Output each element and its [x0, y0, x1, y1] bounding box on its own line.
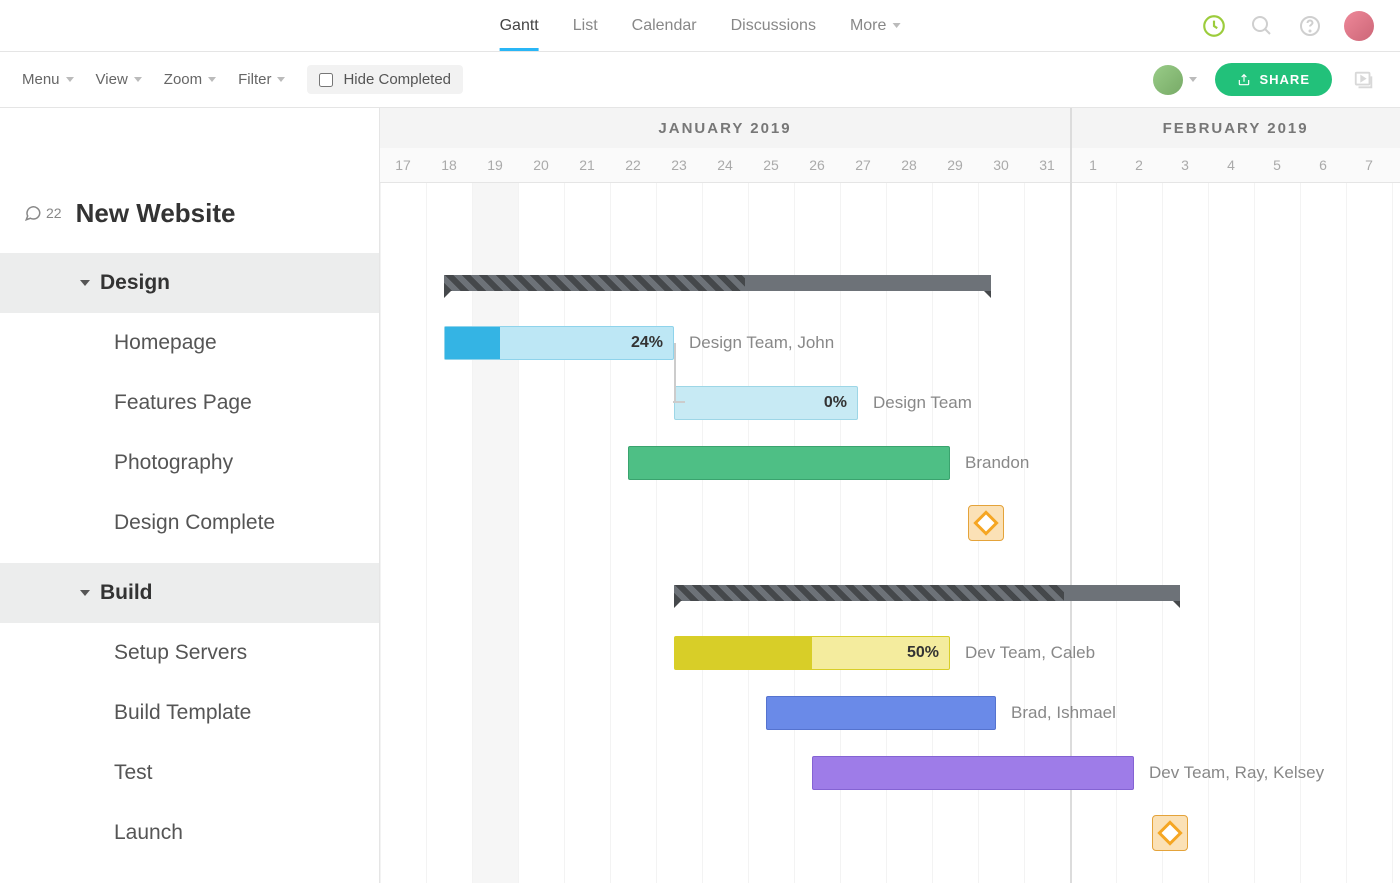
- day-label: 30: [978, 148, 1024, 182]
- task-row[interactable]: Test: [0, 743, 379, 803]
- timeline-header: JANUARY 2019FEBRUARY 2019 17181920212223…: [380, 108, 1400, 183]
- task-bar[interactable]: 24%Design Team, John: [444, 326, 674, 360]
- day-label: 31: [1024, 148, 1070, 182]
- day-label: 4: [1208, 148, 1254, 182]
- help-icon[interactable]: [1296, 12, 1324, 40]
- tab-gantt[interactable]: Gantt: [500, 0, 539, 51]
- comments-badge[interactable]: 22: [24, 204, 62, 222]
- progress-label: 50%: [907, 644, 939, 662]
- day-label: 29: [932, 148, 978, 182]
- task-row[interactable]: Features Page: [0, 373, 379, 433]
- task-row[interactable]: Setup Servers: [0, 623, 379, 683]
- task-bar[interactable]: 50%Dev Team, Caleb: [674, 636, 950, 670]
- summary-bar[interactable]: [674, 585, 1180, 601]
- day-label: 20: [518, 148, 564, 182]
- day-label: 6: [1300, 148, 1346, 182]
- tab-calendar[interactable]: Calendar: [632, 0, 697, 51]
- collapse-icon: [80, 280, 90, 286]
- day-label: 26: [794, 148, 840, 182]
- menu-dropdown[interactable]: Menu: [22, 71, 74, 88]
- progress-label: 0%: [824, 394, 847, 412]
- task-bar[interactable]: Brandon: [628, 446, 950, 480]
- month-label: JANUARY 2019: [380, 108, 1070, 148]
- assignee-label: Dev Team, Ray, Kelsey: [1149, 763, 1324, 783]
- task-bar[interactable]: Dev Team, Ray, Kelsey: [812, 756, 1134, 790]
- top-nav: Gantt List Calendar Discussions More: [0, 0, 1400, 52]
- chevron-down-icon: [1189, 77, 1197, 82]
- hide-completed-checkbox[interactable]: [319, 73, 333, 87]
- top-nav-tabs: Gantt List Calendar Discussions More: [500, 0, 901, 51]
- filter-dropdown[interactable]: Filter: [238, 71, 285, 88]
- task-bar[interactable]: 0%Design Team: [674, 386, 858, 420]
- chevron-down-icon: [208, 77, 216, 82]
- tab-discussions[interactable]: Discussions: [731, 0, 816, 51]
- task-row[interactable]: Photography: [0, 433, 379, 493]
- task-bar[interactable]: Brad, Ishmael: [766, 696, 996, 730]
- assignee-label: Brandon: [965, 453, 1029, 473]
- milestone-marker[interactable]: [968, 505, 1004, 541]
- day-label: 22: [610, 148, 656, 182]
- assignee-label: Design Team: [873, 393, 972, 413]
- day-label: 27: [840, 148, 886, 182]
- clock-icon[interactable]: [1200, 12, 1228, 40]
- toolbar: Menu View Zoom Filter Hide Completed SHA…: [0, 52, 1400, 108]
- hide-completed-label: Hide Completed: [343, 71, 451, 88]
- month-label: FEBRUARY 2019: [1070, 108, 1400, 148]
- day-label: 1: [1070, 148, 1116, 182]
- assignee-dropdown[interactable]: [1153, 65, 1197, 95]
- assignee-avatar: [1153, 65, 1183, 95]
- task-row[interactable]: Build Template: [0, 683, 379, 743]
- group-row[interactable]: Design: [0, 253, 379, 313]
- share-label: SHARE: [1259, 72, 1310, 87]
- assignee-label: Brad, Ishmael: [1011, 703, 1116, 723]
- gantt-chart: JANUARY 2019FEBRUARY 2019 17181920212223…: [380, 108, 1400, 883]
- chevron-down-icon: [277, 77, 285, 82]
- hide-completed-toggle[interactable]: Hide Completed: [307, 65, 463, 94]
- present-icon[interactable]: [1350, 66, 1378, 94]
- search-icon[interactable]: [1248, 12, 1276, 40]
- group-row[interactable]: Build: [0, 563, 379, 623]
- chevron-down-icon: [134, 77, 142, 82]
- share-button[interactable]: SHARE: [1215, 63, 1332, 96]
- tab-more[interactable]: More: [850, 0, 900, 51]
- day-label: 3: [1162, 148, 1208, 182]
- chevron-down-icon: [66, 77, 74, 82]
- main: 22 New Website DesignHomepageFeatures Pag…: [0, 108, 1400, 883]
- task-row[interactable]: Homepage: [0, 313, 379, 373]
- project-title[interactable]: New Website: [76, 198, 236, 229]
- day-label: 23: [656, 148, 702, 182]
- assignee-label: Design Team, John: [689, 333, 834, 353]
- day-label: 2: [1116, 148, 1162, 182]
- dependency-line: [674, 343, 676, 403]
- zoom-dropdown[interactable]: Zoom: [164, 71, 216, 88]
- task-row[interactable]: Design Complete: [0, 493, 379, 553]
- day-label: 25: [748, 148, 794, 182]
- day-label: 5: [1254, 148, 1300, 182]
- day-label: 18: [426, 148, 472, 182]
- milestone-marker[interactable]: [1152, 815, 1188, 851]
- view-dropdown[interactable]: View: [96, 71, 142, 88]
- day-label: 7: [1346, 148, 1392, 182]
- assignee-label: Dev Team, Caleb: [965, 643, 1095, 663]
- collapse-icon: [80, 590, 90, 596]
- summary-bar[interactable]: [444, 275, 991, 291]
- day-label: 24: [702, 148, 748, 182]
- tab-list[interactable]: List: [573, 0, 598, 51]
- day-label: 28: [886, 148, 932, 182]
- chevron-down-icon: [892, 23, 900, 28]
- user-avatar[interactable]: [1344, 11, 1374, 41]
- task-row[interactable]: Launch: [0, 803, 379, 863]
- day-label: 17: [380, 148, 426, 182]
- task-sidebar: 22 New Website DesignHomepageFeatures Pag…: [0, 108, 380, 883]
- day-label: 21: [564, 148, 610, 182]
- progress-label: 24%: [631, 334, 663, 352]
- day-label: 19: [472, 148, 518, 182]
